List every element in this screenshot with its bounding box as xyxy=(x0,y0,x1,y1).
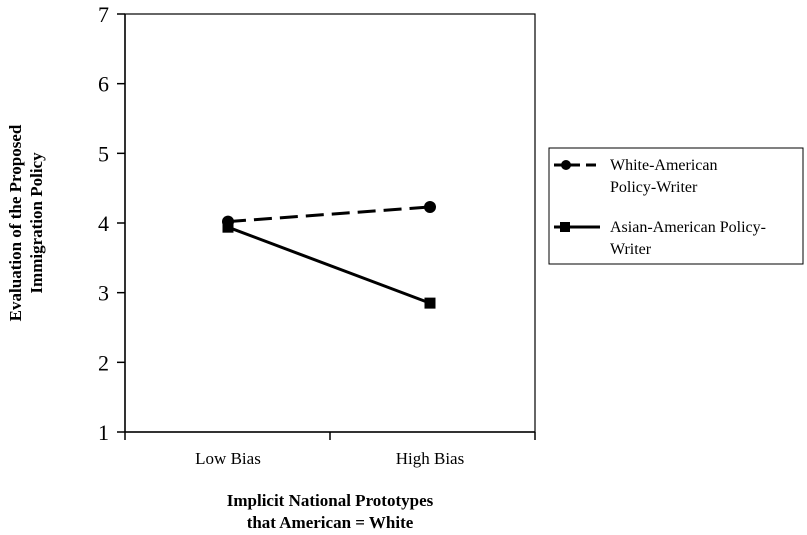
series-line-asian-american xyxy=(227,225,431,305)
data-point-square xyxy=(222,221,234,233)
y-tick-label: 7 xyxy=(98,2,109,27)
y-tick-label: 3 xyxy=(98,281,109,306)
y-axis-title-line-2: Immigration Policy xyxy=(27,152,46,294)
plot-frame xyxy=(124,13,536,433)
legend-marker-circle xyxy=(561,160,571,170)
series-layer xyxy=(222,200,436,309)
x-ticks: Low Bias High Bias xyxy=(124,432,536,468)
x-axis-title-line-1: Implicit National Prototypes xyxy=(227,491,434,510)
legend-label-asian-american-line-1: Asian-American Policy- xyxy=(610,219,766,236)
legend-label-white-american-line-2: Policy-Writer xyxy=(610,179,698,196)
y-tick-label: 2 xyxy=(98,350,109,375)
data-point-circle xyxy=(424,200,436,213)
legend-label-white-american-line-1: White-American xyxy=(610,157,718,174)
legend: White-American Policy-Writer Asian-Ameri… xyxy=(548,147,804,265)
y-tick-label: 4 xyxy=(98,211,109,236)
y-tick-label: 1 xyxy=(98,420,109,445)
x-tick-label: Low Bias xyxy=(195,449,261,468)
y-tick-label: 6 xyxy=(98,72,109,97)
series-line-white-american xyxy=(227,205,431,224)
y-ticks: 1 2 3 4 5 6 7 xyxy=(98,2,125,445)
x-axis-title-line-2: that American = White xyxy=(247,513,414,532)
data-point-square xyxy=(424,297,436,309)
legend-box xyxy=(548,147,804,265)
x-tick-label: High Bias xyxy=(396,449,464,468)
y-tick-label: 5 xyxy=(98,141,109,166)
y-axis-title-line-1: Evaluation of the Proposed xyxy=(6,124,25,321)
legend-label-asian-american-line-2: Writer xyxy=(610,241,652,258)
legend-marker-square xyxy=(560,222,570,232)
